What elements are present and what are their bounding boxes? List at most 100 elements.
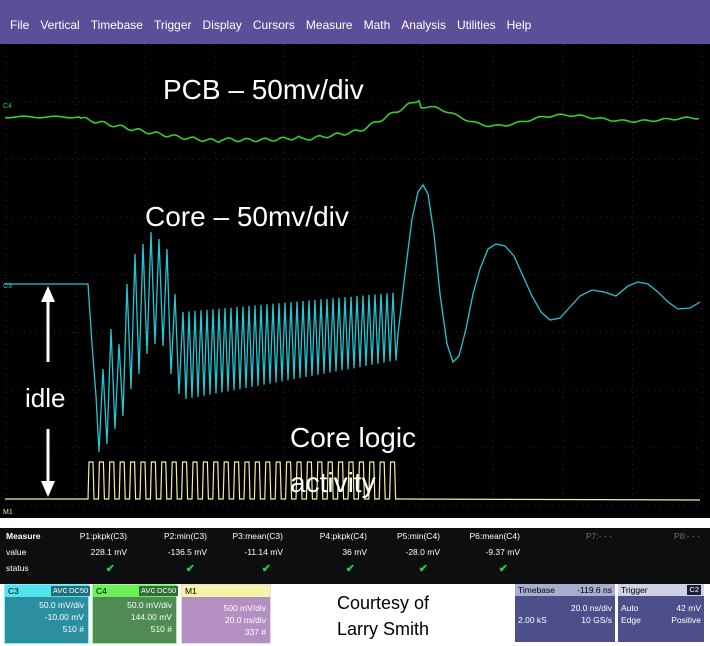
trigger-descriptor[interactable]: Trigger C2 Auto 42 mV Edge Positive bbox=[618, 584, 704, 642]
c4-name: C4 bbox=[96, 586, 107, 596]
timebase-per-div: 20.0 ns/div bbox=[570, 603, 612, 613]
param-status-check-icon: ✔ bbox=[345, 563, 355, 575]
c3-descriptor[interactable]: C3 AVG DC50 50.0 mV/div -10.00 mV 510 # bbox=[4, 584, 91, 644]
waveform-display[interactable]: C4 C3 M1 PCB – 50mv/div Core – 50mv/div … bbox=[0, 44, 710, 518]
m1-descriptor[interactable]: M1 500 mV/div 20.0 ns/div 337 # bbox=[181, 584, 271, 644]
c4-marker: C4 bbox=[3, 103, 12, 110]
measure-header-row: Measure P1:pkpk(C3) P2:min(C3) P3:mean(C3)… bbox=[0, 531, 710, 545]
param-value-p5: -28.0 mV bbox=[405, 547, 441, 557]
param-name-p5[interactable]: P5:min(C4) bbox=[397, 531, 440, 541]
measure-panel: Measure P1:pkpk(C3) P2:min(C3) P3:mean(C3)… bbox=[0, 528, 710, 584]
c4-pcb-trace bbox=[4, 99, 700, 144]
param-value-p2: -136.5 mV bbox=[167, 547, 207, 557]
descriptor-bar: C3 AVG DC50 50.0 mV/div -10.00 mV 510 # … bbox=[0, 584, 710, 646]
trigger-slope: Positive bbox=[671, 615, 701, 625]
param-value-p1: 228.1 mV bbox=[90, 547, 127, 557]
trigger-level: 42 mV bbox=[676, 603, 701, 613]
idle-annotation: idle bbox=[25, 383, 65, 413]
param-status-check-icon: ✔ bbox=[105, 563, 115, 575]
c4-offset: 144.00 mV bbox=[130, 612, 172, 622]
menu-item-timebase[interactable]: Timebase bbox=[90, 18, 143, 32]
m1-count: 337 # bbox=[244, 627, 266, 637]
m1-logic-trace bbox=[5, 461, 701, 501]
param-value-p4: 36 mV bbox=[342, 547, 367, 557]
param-name-p2[interactable]: P2:min(C3) bbox=[164, 531, 207, 541]
measure-status-row: status ✔ ✔ ✔ ✔ ✔ ✔ bbox=[0, 563, 710, 577]
menu-item-help[interactable]: Help bbox=[506, 18, 532, 32]
param-status-check-icon: ✔ bbox=[185, 563, 195, 575]
menu-item-measure[interactable]: Measure bbox=[305, 18, 353, 32]
trigger-mode: Auto bbox=[621, 603, 639, 613]
c4-scale: 50.0 mV/div bbox=[127, 600, 172, 610]
trigger-type: Edge bbox=[621, 615, 641, 625]
c4-descriptor-header: C4 AVG DC50 bbox=[93, 585, 179, 597]
m1-name: M1 bbox=[185, 586, 197, 596]
trigger-channel-badge: C2 bbox=[687, 585, 701, 595]
menu-item-file[interactable]: File bbox=[10, 18, 30, 32]
menu-bar: File Vertical Timebase Trigger Display Cursor… bbox=[0, 0, 710, 44]
waveform-svg: C4 C3 M1 PCB – 50mv/div Core – 50mv/div … bbox=[3, 44, 703, 516]
param-name-p4[interactable]: P4:pkpk(C4) bbox=[319, 531, 367, 541]
core-annotation: Core – 50mv/div bbox=[145, 201, 349, 232]
menu-item-analysis[interactable]: Analysis bbox=[401, 18, 446, 32]
c3-core-trace bbox=[5, 183, 701, 453]
param-value-p3: -11.14 mV bbox=[244, 547, 283, 557]
menu-item-display[interactable]: Display bbox=[202, 18, 242, 32]
idle-arrow-down-icon bbox=[41, 429, 55, 497]
menu-item-utilities[interactable]: Utilities bbox=[456, 18, 496, 32]
courtesy-line2: Larry Smith bbox=[336, 619, 430, 639]
menu-item-vertical[interactable]: Vertical bbox=[40, 18, 80, 32]
c4-descriptor[interactable]: C4 AVG DC50 50.0 mV/div 144.00 mV 510 # bbox=[92, 584, 179, 644]
c3-coupling-badge: DC50 bbox=[67, 586, 91, 596]
c4-avg-badge: AVG bbox=[139, 586, 159, 596]
c4-coupling-badge: DC50 bbox=[155, 586, 179, 596]
timebase-rate: 10 GS/s bbox=[581, 615, 612, 625]
measure-value-row: value 228.1 mV -136.5 mV -11.14 mV 36 mV -28… bbox=[0, 547, 710, 561]
menu-row: File Vertical Timebase Trigger Display Cursor… bbox=[0, 14, 531, 36]
c3-count: 510 # bbox=[62, 624, 84, 634]
courtesy-note: Courtesy of Larry Smith bbox=[293, 590, 473, 642]
c3-scale: 50.0 mV/div bbox=[39, 600, 84, 610]
param-name-p1[interactable]: P1:pkpk(C3) bbox=[79, 531, 127, 541]
timebase-delay: -119.6 ns bbox=[577, 585, 612, 595]
timebase-header: Timebase -119.6 ns bbox=[515, 584, 615, 596]
m1-descriptor-body: 500 mV/div 20.0 ns/div 337 # bbox=[182, 597, 270, 643]
c4-descriptor-body: 50.0 mV/div 144.00 mV 510 # bbox=[93, 597, 176, 643]
c3-offset: -10.00 mV bbox=[44, 612, 84, 622]
c3-marker: C3 bbox=[3, 283, 12, 290]
menu-item-cursors[interactable]: Cursors bbox=[252, 18, 295, 32]
value-row-label: value bbox=[6, 547, 27, 557]
trigger-label: Trigger bbox=[621, 585, 648, 595]
timebase-label: Timebase bbox=[518, 585, 556, 595]
param-status-check-icon: ✔ bbox=[418, 563, 428, 575]
c3-name: C3 bbox=[8, 586, 19, 596]
param-name-p7[interactable]: P7:- - - bbox=[586, 531, 612, 541]
m1-time: 20.0 ns/div bbox=[224, 615, 266, 625]
menu-item-math[interactable]: Math bbox=[363, 18, 391, 32]
c3-descriptor-body: 50.0 mV/div -10.00 mV 510 # bbox=[5, 597, 88, 643]
param-name-p3[interactable]: P3:mean(C3) bbox=[232, 531, 283, 541]
timebase-samples: 2.00 kS bbox=[518, 615, 547, 625]
timebase-descriptor[interactable]: Timebase -119.6 ns 20.0 ns/div 2.00 kS 1… bbox=[515, 584, 615, 642]
idle-arrow-up-icon bbox=[41, 286, 55, 362]
measure-title: Measure bbox=[6, 531, 41, 541]
courtesy-line1: Courtesy of bbox=[336, 593, 430, 613]
pcb-annotation: PCB – 50mv/div bbox=[163, 74, 364, 105]
m1-marker: M1 bbox=[3, 509, 13, 516]
m1-scale: 500 mV/div bbox=[223, 603, 266, 613]
m1-descriptor-header: M1 bbox=[182, 585, 270, 597]
status-row-label: status bbox=[6, 563, 29, 573]
param-status-check-icon: ✔ bbox=[498, 563, 508, 575]
c3-descriptor-header: C3 AVG DC50 bbox=[5, 585, 91, 597]
activity-annotation: activity bbox=[290, 467, 376, 498]
param-name-p6[interactable]: P6:mean(C4) bbox=[469, 531, 520, 541]
param-value-p6: -9.37 mV bbox=[485, 547, 521, 557]
graticule bbox=[5, 44, 703, 507]
c4-count: 510 # bbox=[150, 624, 172, 634]
trigger-header: Trigger C2 bbox=[618, 584, 704, 596]
core-logic-annotation: Core logic bbox=[290, 422, 416, 453]
param-name-p8[interactable]: P8:- - - bbox=[674, 531, 700, 541]
param-status-check-icon: ✔ bbox=[261, 563, 271, 575]
menu-item-trigger[interactable]: Trigger bbox=[153, 18, 192, 32]
c3-avg-badge: AVG bbox=[51, 586, 71, 596]
